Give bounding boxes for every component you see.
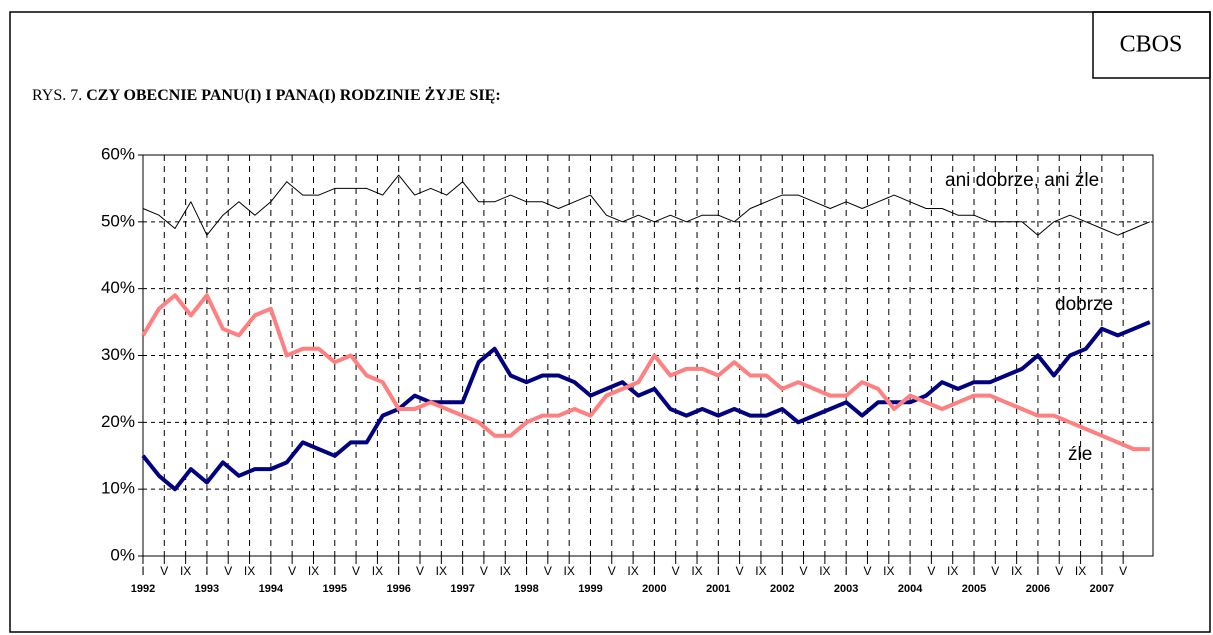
y-tick-label: 0% [110, 545, 135, 564]
plot-border [142, 154, 1154, 557]
x-tick-label: IX [883, 564, 894, 578]
x-tick-label: V [288, 564, 296, 578]
year-label: 1996 [386, 583, 410, 595]
x-tick-label: IX [436, 564, 447, 578]
x-tick-label: IX [180, 564, 191, 578]
series-label: ani dobrze, ani źle [945, 170, 1099, 191]
x-tick-label: V [224, 564, 232, 578]
x-tick-label: I [717, 564, 720, 578]
x-tick-label: V [416, 564, 424, 578]
brand: CBOS [1120, 32, 1183, 58]
year-label: 2005 [962, 583, 986, 595]
x-tick-label: I [141, 564, 144, 578]
year-label: 2004 [898, 583, 923, 595]
year-label: 1999 [578, 583, 602, 595]
title-prefix: RYS. 7. [32, 87, 82, 104]
x-tick-label: V [160, 564, 168, 578]
x-tick-label: I [653, 564, 656, 578]
chart-title: RYS. 7. CZY OBECNIE PANU(I) I PANA(I) RO… [32, 85, 501, 104]
x-tick-label: IX [372, 564, 383, 578]
x-tick-label: IX [819, 564, 830, 578]
brand-box [1092, 11, 1211, 79]
series-line [141, 320, 1151, 492]
x-tick-label: I [1036, 564, 1039, 578]
x-tick-label: IX [1075, 564, 1086, 578]
x-tick-label: I [525, 564, 528, 578]
year-label: 2003 [834, 583, 858, 595]
y-tick-label: 30% [101, 345, 135, 364]
y-tick-label: 20% [101, 412, 135, 431]
y-tick-label: 60% [101, 144, 135, 163]
series-line [142, 174, 1150, 236]
x-tick-label: I [589, 564, 592, 578]
x-tick-label: I [461, 564, 464, 578]
x-tick-label: IX [244, 564, 255, 578]
x-tick-label: V [672, 564, 680, 578]
series-line [141, 293, 1150, 452]
year-label: 1998 [514, 583, 538, 595]
x-tick-label: IX [627, 564, 638, 578]
year-label: 1992 [131, 583, 155, 595]
x-tick-label: I [333, 564, 336, 578]
x-tick-label: V [1055, 564, 1063, 578]
x-tick-label: V [480, 564, 488, 578]
y-tick-label: 50% [101, 211, 135, 230]
y-tick-label: 10% [101, 479, 135, 498]
year-label: 1997 [450, 583, 474, 595]
x-tick-label: IX [1011, 564, 1022, 578]
x-tick-label: V [1119, 564, 1127, 578]
x-tick-label: IX [308, 564, 319, 578]
y-tick-label: 40% [101, 278, 135, 297]
x-tick-label: V [736, 564, 744, 578]
x-tick-label: V [927, 564, 935, 578]
x-tick-label: I [908, 564, 911, 578]
x-tick-label: V [352, 564, 360, 578]
year-label: 2001 [706, 583, 730, 595]
x-tick-label: I [205, 564, 208, 578]
x-tick-label: I [972, 564, 975, 578]
frame [9, 11, 1211, 633]
x-tick-label: IX [500, 564, 511, 578]
series-label: dobrze [1055, 294, 1113, 315]
year-label: 1993 [195, 583, 219, 595]
series-label: źle [1068, 444, 1092, 465]
year-label: 1995 [323, 583, 347, 595]
x-tick-label: I [397, 564, 400, 578]
x-tick-label: V [991, 564, 999, 578]
title-main: CZY OBECNIE PANU(I) I PANA(I) RODZINIE Ż… [86, 85, 500, 104]
x-tick-label: I [844, 564, 847, 578]
x-tick-label: IX [755, 564, 766, 578]
x-tick-label: V [544, 564, 552, 578]
year-label: 2002 [770, 583, 794, 595]
x-tick-label: IX [691, 564, 702, 578]
x-tick-label: IX [564, 564, 575, 578]
year-label: 2007 [1090, 583, 1114, 595]
x-tick-label: V [800, 564, 808, 578]
x-tick-label: V [608, 564, 616, 578]
x-tick-label: I [1100, 564, 1103, 578]
year-label: 1994 [259, 583, 284, 595]
x-tick-label: V [863, 564, 871, 578]
x-tick-label: I [269, 564, 272, 578]
x-tick-label: IX [947, 564, 958, 578]
year-label: 2006 [1026, 583, 1050, 595]
x-tick-label: I [781, 564, 784, 578]
year-label: 2000 [642, 583, 666, 595]
